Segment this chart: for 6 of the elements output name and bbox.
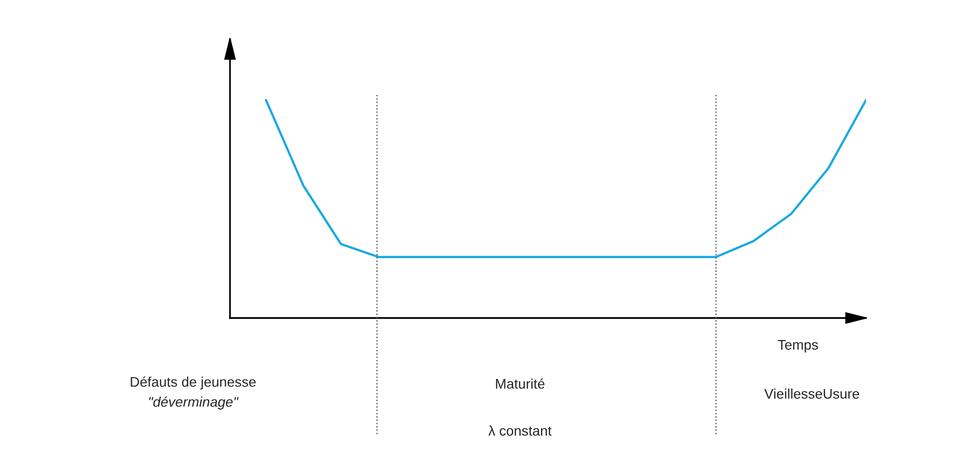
text: Maturité (496, 378, 544, 389)
text: VieillesseUsure (764, 388, 860, 399)
text: Défauts de jeunesse (130, 376, 256, 390)
x-axis-title: Temps (778, 340, 818, 352)
text: "déverminage" (149, 396, 239, 410)
text: λ constant (488, 426, 552, 436)
